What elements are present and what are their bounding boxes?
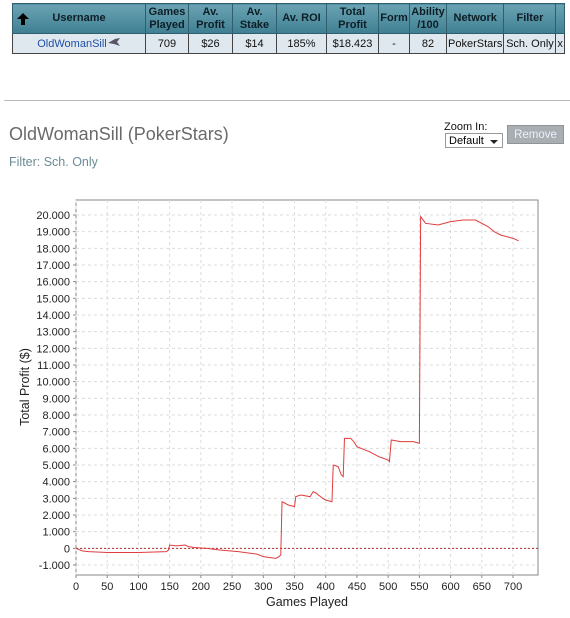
x-tick-label: 50 [101, 581, 113, 593]
header-text: Av. Profit [196, 5, 225, 31]
y-tick-label: 0 [64, 543, 70, 555]
y-tick-label: 19.000 [36, 227, 70, 239]
y-tick-label: 9.000 [42, 393, 70, 405]
column-header[interactable]: Network [445, 3, 505, 34]
x-tick-label: 450 [348, 581, 366, 593]
y-tick-label: 6.000 [42, 443, 70, 455]
header-text: Ability /100 [411, 5, 445, 31]
player-icon [107, 38, 120, 46]
column-header[interactable]: Ability /100 [409, 3, 447, 34]
header-text: Form [380, 12, 408, 24]
header-text: Av. Stake [239, 5, 270, 31]
x-tick-label: 0 [73, 581, 79, 593]
x-tick-label: 300 [254, 581, 272, 593]
y-tick-label: 15.000 [36, 293, 70, 305]
profile-title: OldWomanSill (PokerStars) [9, 124, 229, 144]
y-tick-label: 8.000 [42, 410, 70, 422]
sort-arrow [17, 13, 29, 25]
y-tick-label: 7.000 [42, 427, 70, 439]
x-axis-label: Games Played [266, 595, 348, 609]
header-text: Total Profit [338, 5, 367, 31]
y-tick-label: 20.000 [36, 210, 70, 222]
zoom-label: Zoom In: [444, 121, 488, 133]
stats-table: Username Games Played Av. Profit Av. Stake A… [12, 3, 565, 54]
column-header[interactable]: Av. Stake [232, 3, 277, 34]
header-text: Games Played [148, 5, 186, 31]
y-tick-label: 17.000 [36, 260, 70, 272]
header-spacer [555, 3, 565, 34]
column-header[interactable]: Total Profit [326, 3, 379, 34]
header-text: Av. ROI [282, 12, 321, 24]
x-tick-label: 200 [192, 581, 210, 593]
header-row: Username Games Played Av. Profit Av. Stake A… [12, 3, 565, 34]
y-tick-label: 16.000 [36, 277, 70, 289]
close-button[interactable]: x [555, 33, 565, 54]
x-tick-label: 500 [379, 581, 397, 593]
x-tick-label: 150 [160, 581, 178, 593]
y-tick-label: 10.000 [36, 377, 70, 389]
remove-button[interactable]: Remove [507, 125, 564, 144]
cell: PokerStars [445, 33, 505, 54]
zoom-select[interactable]: Default [445, 133, 503, 148]
divider [4, 100, 570, 101]
filter-text: Filter: Sch. Only [9, 155, 98, 169]
x-tick-label: 600 [441, 581, 459, 593]
x-tick-label: 700 [504, 581, 522, 593]
cell: $14 [232, 33, 277, 54]
y-tick-label: 2.000 [42, 510, 70, 522]
x-tick-label: 350 [285, 581, 303, 593]
x-tick-label: 100 [129, 581, 147, 593]
plot-area [75, 199, 539, 576]
y-tick-label: 3.000 [42, 493, 70, 505]
cell: $26 [188, 33, 233, 54]
y-tick-label: 1.000 [42, 527, 70, 539]
y-tick-label: -1.000 [39, 560, 70, 572]
data-row: OldWomanSill 709 $26 $14 185% $18.423-82 Poker… [12, 33, 565, 54]
y-axis-label: Total Profit ($) [18, 348, 32, 426]
cell: 185% [276, 33, 327, 54]
y-tick-label: 5.000 [42, 460, 70, 472]
header-text: Network [453, 12, 497, 24]
column-header[interactable]: Username [12, 3, 146, 34]
cell: 709 [145, 33, 189, 54]
column-header[interactable]: Games Played [145, 3, 189, 34]
x-tick-label: 400 [317, 581, 335, 593]
y-tick-label: 18.000 [36, 243, 70, 255]
cell: 82 [409, 33, 447, 54]
x-tick-label: 550 [410, 581, 428, 593]
column-header[interactable]: Filter [503, 3, 557, 34]
cell: $18.423 [326, 33, 379, 54]
y-tick-label: 13.000 [36, 327, 70, 339]
cell: Sch. Only [503, 33, 557, 54]
header-text: Username [52, 12, 106, 24]
column-header[interactable]: Av. Profit [188, 3, 233, 34]
username-link[interactable]: OldWomanSill [12, 33, 146, 54]
cell: - [378, 33, 410, 54]
y-tick-label: 12.000 [36, 343, 70, 355]
profit-line [75, 215, 519, 559]
y-tick-label: 4.000 [42, 477, 70, 489]
x-tick-label: 250 [223, 581, 241, 593]
column-header[interactable]: Av. ROI [276, 3, 327, 34]
column-header[interactable]: Form [378, 3, 410, 34]
header-text: Filter [516, 12, 544, 24]
x-tick-label: 650 [473, 581, 491, 593]
y-tick-label: 14.000 [36, 310, 70, 322]
y-tick-label: 11.000 [37, 360, 70, 372]
